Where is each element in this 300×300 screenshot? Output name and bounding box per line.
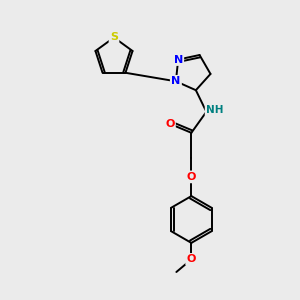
Text: NH: NH xyxy=(206,105,224,115)
Text: N: N xyxy=(174,55,183,64)
Text: N: N xyxy=(171,76,181,86)
Text: O: O xyxy=(187,254,196,264)
Text: O: O xyxy=(165,119,175,129)
Text: S: S xyxy=(110,32,118,43)
Text: O: O xyxy=(187,172,196,182)
